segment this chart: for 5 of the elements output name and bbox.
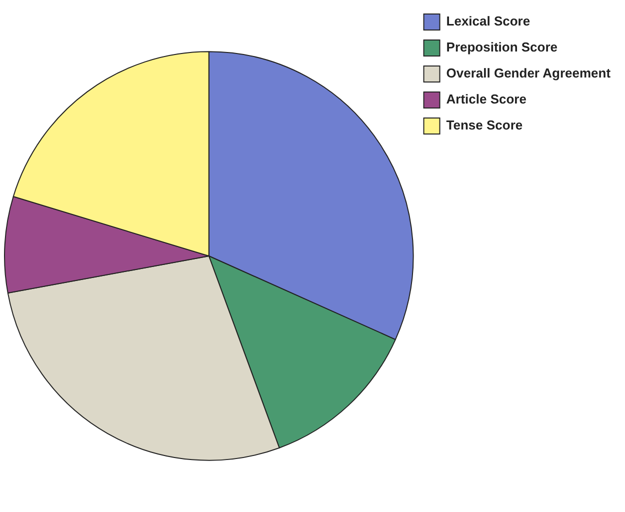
legend-label: Overall Gender Agreement [446, 66, 612, 81]
legend-label: Tense Score [446, 118, 523, 133]
legend-label: Article Score [446, 92, 526, 107]
legend-label: Lexical Score [446, 14, 530, 29]
legend-label: Preposition Score [446, 40, 558, 55]
